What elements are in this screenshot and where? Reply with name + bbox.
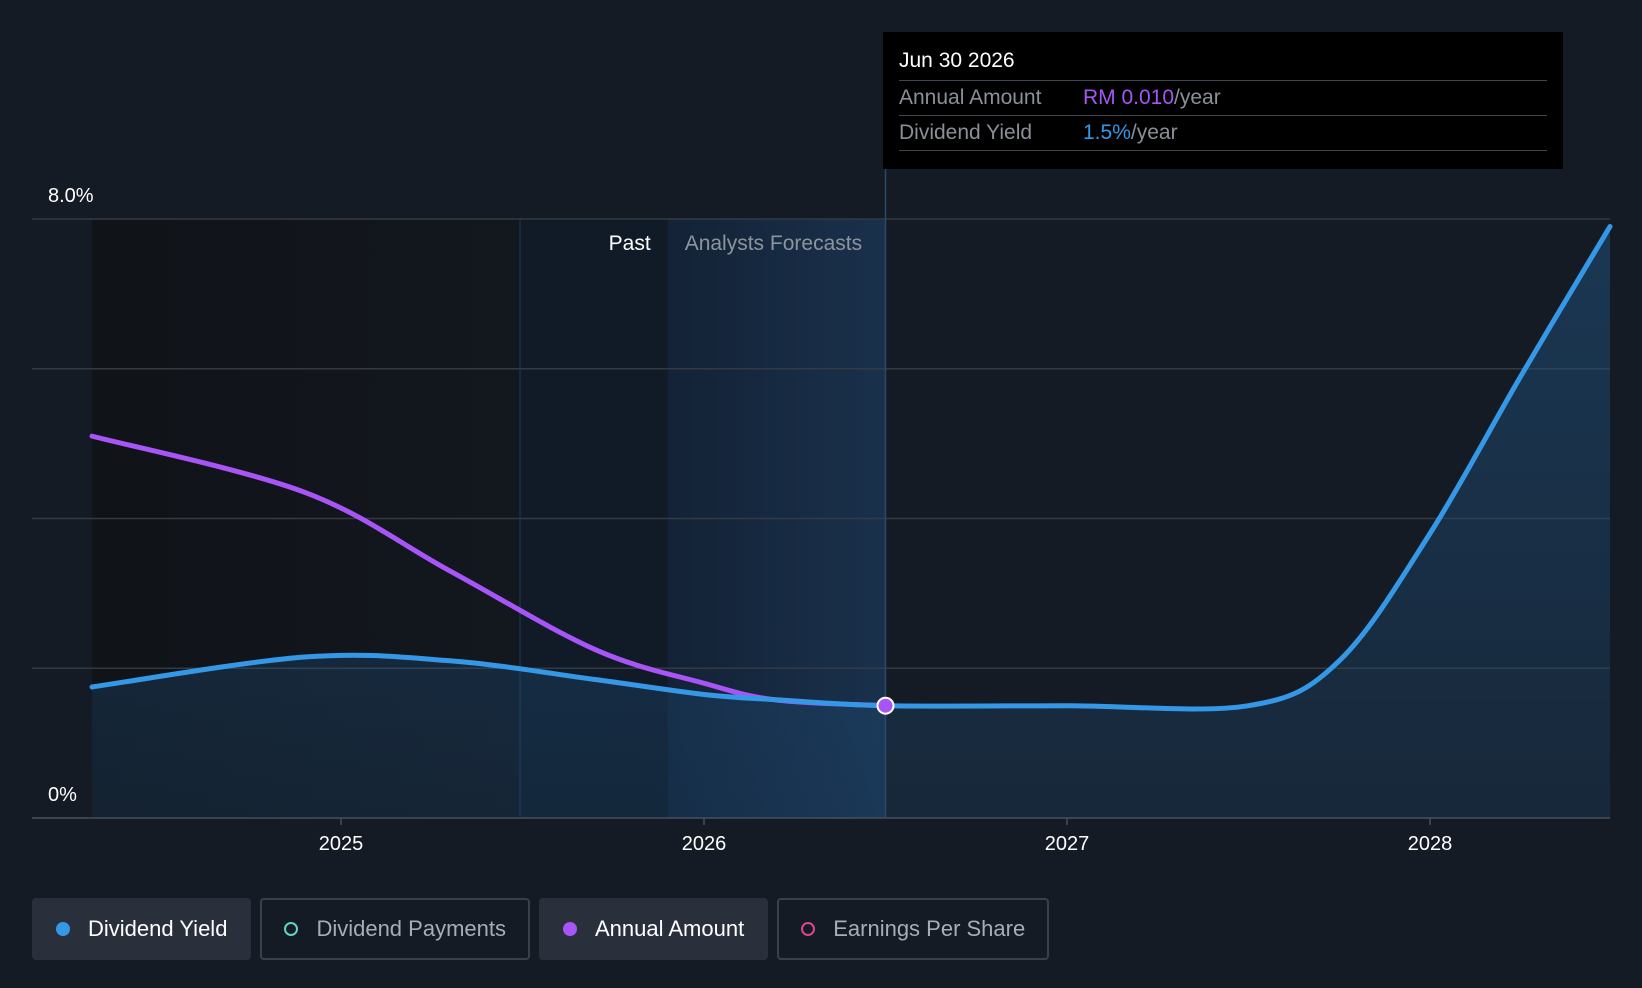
tooltip-annual-label: Annual Amount — [899, 86, 1042, 109]
hover-marker[interactable] — [876, 696, 895, 715]
y-tick-top: 8.0% — [48, 185, 94, 207]
x-tick-label: 2026 — [682, 833, 727, 855]
legend-earnings-per-share[interactable]: Earnings Per Share — [777, 898, 1050, 960]
legend-dividend-yield[interactable]: Dividend Yield — [32, 898, 252, 960]
dividend-yield-line — [89, 223, 1613, 712]
legend-label: Dividend Yield — [88, 916, 228, 941]
legend-annual-amount[interactable]: Annual Amount — [538, 898, 769, 960]
legend-label: Annual Amount — [594, 916, 745, 941]
tooltip: Jun 30 2026 Annual Amount RM 0.010 /year… — [883, 32, 1563, 169]
tooltip-yield-suffix: /year — [1130, 121, 1178, 144]
y-tick-bottom: 0% — [48, 784, 77, 806]
x-tick-label: 2025 — [319, 833, 364, 855]
tooltip-yield-label: Dividend Yield — [899, 121, 1033, 144]
tooltip-yield-row: Dividend Yield 1.5% /year — [899, 116, 1547, 151]
x-tick-label: 2027 — [1045, 833, 1090, 855]
tooltip-date: Jun 30 2026 — [899, 46, 1547, 81]
legend: Dividend Yield Dividend Payments Annual … — [32, 898, 1058, 960]
forecast-label: Analysts Forecasts — [685, 232, 862, 255]
past-label: Past — [609, 232, 651, 255]
tooltip-annual-value: RM 0.010 — [1083, 86, 1175, 109]
legend-dot-icon — [562, 922, 577, 936]
tooltip-annual-row: Annual Amount RM 0.010 /year — [899, 81, 1547, 116]
legend-dot-icon — [284, 922, 299, 936]
legend-dividend-payments[interactable]: Dividend Payments — [260, 898, 530, 960]
legend-label: Dividend Payments — [316, 916, 506, 941]
tooltip-yield-value: 1.5% — [1083, 121, 1131, 144]
legend-label: Earnings Per Share — [833, 916, 1026, 941]
x-tick-label: 2028 — [1408, 833, 1453, 855]
tooltip-annual-suffix: /year — [1174, 86, 1221, 109]
legend-dot-icon — [56, 922, 70, 936]
dividend-yield-area — [92, 226, 1610, 819]
legend-dot-icon — [801, 922, 816, 936]
x-axis: 2025 2026 2027 2028 — [319, 818, 1453, 855]
